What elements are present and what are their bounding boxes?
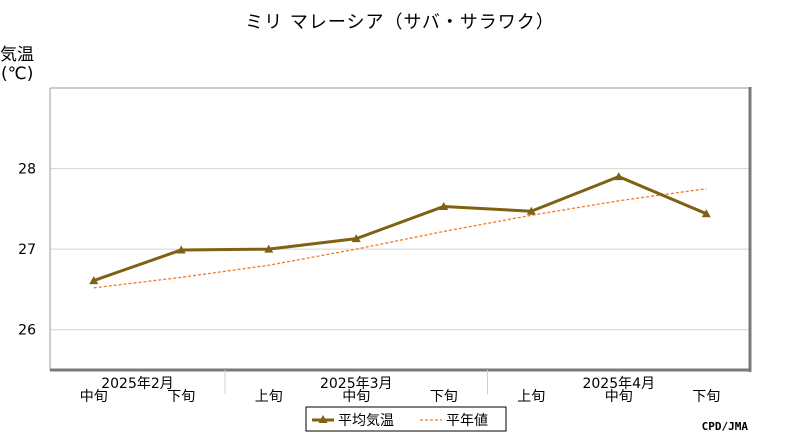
data-point-average [264,244,274,253]
credit-text: CPD/JMA [702,420,749,433]
chart-title: ミリ マレーシア（サバ・サラワク） [245,12,555,33]
data-point-average [351,234,361,243]
y-tick-label: 27 [18,242,36,258]
legend-marker-average [318,415,328,423]
grid [50,168,750,331]
x-month-label: 2025年3月 [320,376,393,392]
data-point-average [89,276,99,285]
data-point-average [176,245,186,254]
legend-label-average: 平均気温 [338,413,394,429]
series [89,172,711,289]
legend-label-normal: 平年値 [446,413,488,429]
y-tick-label: 28 [18,162,36,178]
x-tick-label: 中旬 [342,389,370,405]
data-point-average [526,206,536,215]
data-point-average [439,201,449,210]
x-tick-label: 下旬 [430,389,458,405]
data-point-average [614,172,624,181]
x-month-label: 2025年4月 [582,376,655,392]
y-ticks: 26 27 28 [18,162,36,339]
y-axis-unit: (℃) [1,64,33,84]
series-line-average [93,175,707,282]
data-point-average [701,209,711,218]
x-tick-label: 下旬 [692,389,720,405]
x-tick-label: 中旬 [605,389,633,405]
legend: 平均気温 平年値 [305,406,507,432]
x-tick-label: 上旬 [517,389,545,405]
x-tick-label: 中旬 [80,389,108,405]
series-line-normal [93,188,707,289]
x-tick-label: 上旬 [255,389,283,405]
plot-frame [49,87,752,372]
y-tick-label: 26 [18,323,36,339]
legend-box [305,406,507,432]
x-tick-label: 下旬 [167,389,195,405]
x-month-label: 2025年2月 [101,376,174,392]
y-axis-label: 気温 [0,45,34,65]
